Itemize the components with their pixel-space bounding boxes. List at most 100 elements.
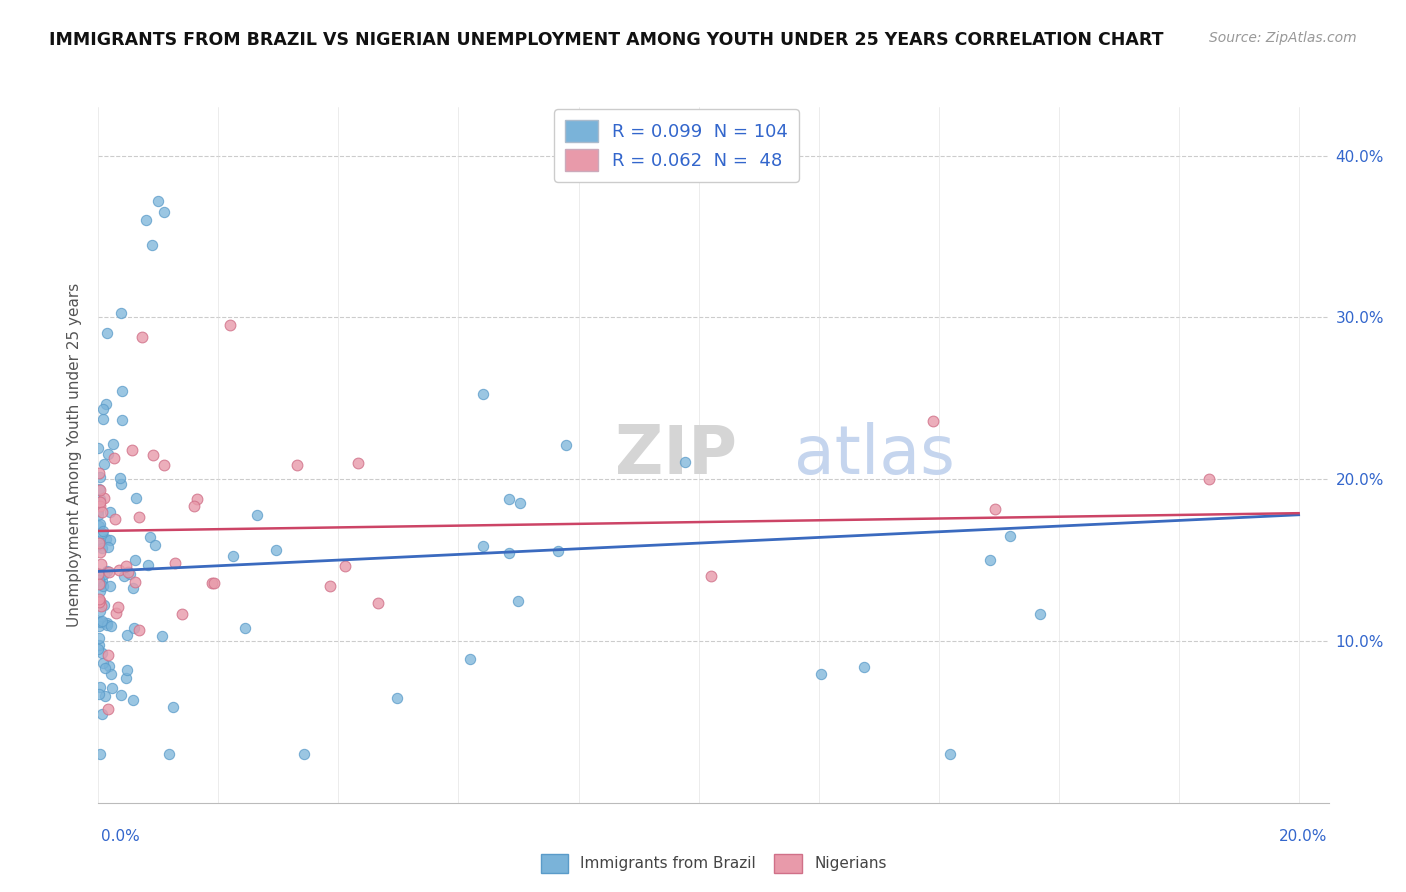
Point xyxy=(91,707,114,722)
Point xyxy=(984,501,1007,516)
Text: IMMIGRANTS FROM BRAZIL VS NIGERIAN UNEMPLOYMENT AMONG YOUTH UNDER 25 YEARS CORRE: IMMIGRANTS FROM BRAZIL VS NIGERIAN UNEMP… xyxy=(49,31,1164,49)
Point xyxy=(87,566,110,580)
Point xyxy=(118,567,141,582)
Point xyxy=(233,621,256,635)
Point xyxy=(114,558,136,573)
Point xyxy=(131,329,153,343)
Point xyxy=(498,492,520,507)
Point xyxy=(508,594,530,608)
Point xyxy=(96,326,118,340)
Point xyxy=(124,553,146,567)
Point xyxy=(96,618,118,632)
Point xyxy=(89,492,111,507)
Point xyxy=(939,747,962,762)
Point xyxy=(90,614,112,628)
Point xyxy=(125,491,148,505)
Point xyxy=(142,448,165,462)
Point xyxy=(111,412,134,426)
Point xyxy=(87,615,110,629)
Point xyxy=(139,530,162,544)
Point xyxy=(87,483,110,497)
Point xyxy=(87,538,110,552)
Point xyxy=(94,661,117,675)
Point xyxy=(91,524,114,538)
Point xyxy=(472,539,495,553)
Point xyxy=(89,495,111,509)
Point xyxy=(93,599,115,613)
Point xyxy=(104,606,127,620)
Point xyxy=(98,578,121,592)
Point xyxy=(138,558,160,573)
Point xyxy=(153,458,176,473)
Point xyxy=(165,556,187,570)
Point xyxy=(673,455,696,469)
Point xyxy=(110,471,132,485)
Point xyxy=(852,660,875,674)
Point xyxy=(89,681,111,695)
Point xyxy=(143,539,166,553)
Point xyxy=(555,438,578,452)
Point xyxy=(1000,529,1022,543)
Point xyxy=(547,544,569,558)
Point xyxy=(89,584,111,599)
Point xyxy=(921,414,943,428)
Point xyxy=(90,557,112,571)
Point xyxy=(96,397,118,411)
Point xyxy=(97,565,120,579)
Point xyxy=(87,467,110,481)
Point xyxy=(333,558,356,573)
Point xyxy=(89,631,111,645)
Point xyxy=(292,747,315,762)
Point xyxy=(124,621,146,635)
Point xyxy=(150,628,173,642)
Point xyxy=(699,568,721,582)
Point xyxy=(103,436,125,450)
Point xyxy=(96,564,118,578)
Point xyxy=(1198,472,1220,486)
Point xyxy=(91,579,114,593)
Point xyxy=(172,607,194,621)
Point xyxy=(979,552,1001,566)
Point xyxy=(387,691,409,706)
Text: 20.0%: 20.0% xyxy=(1279,830,1327,844)
Point xyxy=(87,442,110,456)
Point xyxy=(96,615,118,630)
Point xyxy=(90,615,112,630)
Point xyxy=(108,563,131,577)
Point xyxy=(91,402,114,417)
Point xyxy=(107,600,129,615)
Point xyxy=(246,508,269,523)
Point xyxy=(114,671,136,685)
Point xyxy=(122,581,145,595)
Point xyxy=(319,579,342,593)
Point xyxy=(87,573,110,587)
Point xyxy=(110,689,132,703)
Point xyxy=(104,512,127,526)
Point xyxy=(157,747,180,762)
Point xyxy=(121,442,143,457)
Point xyxy=(115,628,138,642)
Point xyxy=(128,510,150,524)
Point xyxy=(183,499,205,513)
Point xyxy=(90,505,112,519)
Point xyxy=(186,492,208,507)
Point xyxy=(91,541,114,556)
Point xyxy=(128,623,150,637)
Point xyxy=(112,569,135,583)
Point xyxy=(89,470,111,484)
Point xyxy=(96,702,118,716)
Point xyxy=(221,549,243,564)
Point xyxy=(219,318,242,333)
Point xyxy=(101,681,124,695)
Point xyxy=(89,594,111,608)
Point xyxy=(89,592,111,607)
Text: atlas: atlas xyxy=(793,422,955,488)
Point xyxy=(153,205,176,219)
Point xyxy=(93,491,115,505)
Point xyxy=(87,536,110,550)
Point xyxy=(90,599,112,614)
Point xyxy=(93,567,115,582)
Point xyxy=(103,451,125,466)
Point xyxy=(91,646,114,660)
Point xyxy=(89,604,111,618)
